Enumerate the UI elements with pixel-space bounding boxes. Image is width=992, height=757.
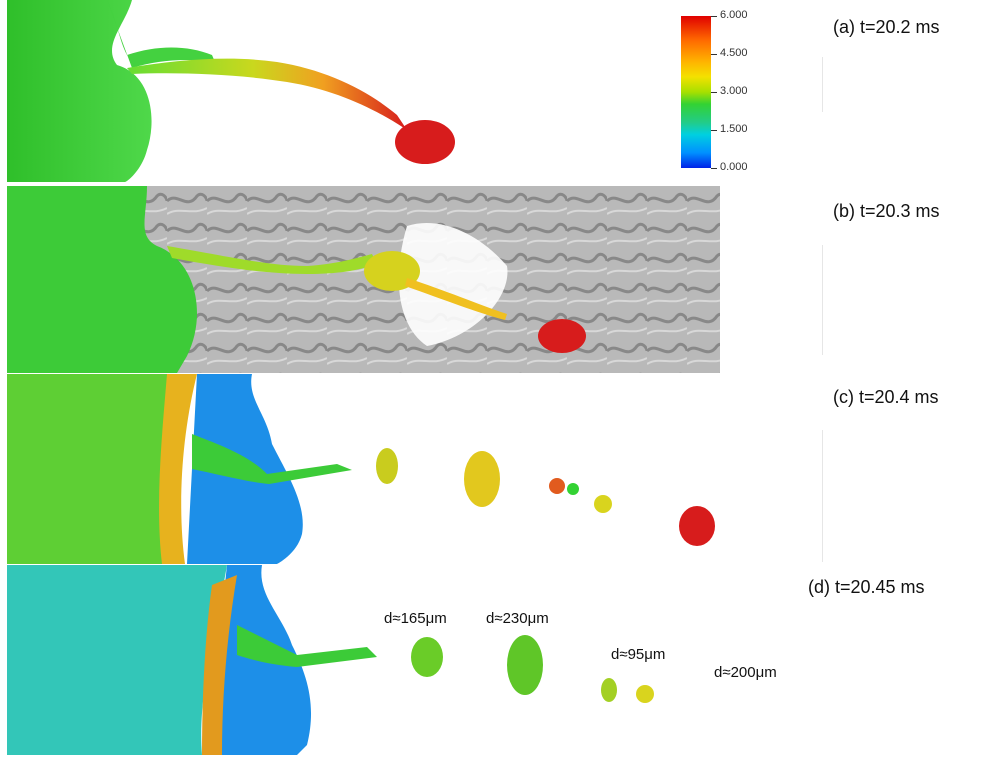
head-droplet [538, 319, 586, 353]
droplet-diameter-label: d≈165μm [384, 610, 447, 627]
drop-5 [594, 495, 612, 513]
clear-region [398, 222, 508, 346]
frame-c-panel [7, 374, 720, 564]
liquid-core [7, 565, 227, 755]
colorbar-label: 3.000 [720, 85, 748, 97]
colorbar-label: 0.000 [720, 161, 748, 173]
drop-4 [567, 483, 579, 495]
drop-2 [464, 451, 500, 507]
colorbar-tick [711, 168, 717, 169]
frame-a-render [7, 0, 455, 182]
droplet-diameter-label: d≈200μm [714, 664, 777, 681]
frame-a-label: (a) t=20.2 ms [833, 17, 940, 37]
frame-b-panel [7, 186, 720, 373]
colorbar-tick [711, 16, 717, 17]
divider [822, 57, 823, 112]
droplet-diameter-label: d≈230μm [486, 610, 549, 627]
frame-c-render [7, 374, 715, 564]
upper-arm [107, 0, 215, 68]
frame-d-panel [7, 565, 720, 755]
colorbar-label: 4.500 [720, 47, 748, 59]
neck [237, 625, 377, 667]
mid-bulge [364, 251, 420, 291]
drop-6 [679, 506, 715, 546]
colorbar-tick [711, 54, 717, 55]
neck [192, 434, 352, 484]
frame-d-label: (d) t=20.45 ms [808, 577, 925, 597]
tail [405, 278, 507, 320]
drop-2 [507, 635, 543, 695]
divider [822, 430, 823, 562]
drop-3 [601, 678, 617, 702]
colorbar-tick [711, 130, 717, 131]
drop-1 [376, 448, 398, 484]
droplet-diameter-label: d≈95μm [611, 646, 666, 663]
ligament [167, 246, 377, 274]
head-droplet [395, 120, 455, 164]
colorbar [681, 16, 711, 168]
liquid-core [7, 186, 197, 373]
divider [822, 245, 823, 355]
yellow-rim [159, 374, 197, 564]
frame-a-panel [7, 0, 720, 182]
frame-b-render [7, 186, 720, 373]
colorbar-label: 1.500 [720, 123, 748, 135]
yellow-rim [202, 575, 237, 755]
colorbar-tick [711, 92, 717, 93]
drop-1 [411, 637, 443, 677]
ligament [127, 58, 407, 130]
frame-c-label: (c) t=20.4 ms [833, 387, 939, 407]
liquid-core [7, 0, 152, 182]
drop-3 [549, 478, 565, 494]
colorbar-label: 6.000 [720, 9, 748, 21]
drop-4 [636, 685, 654, 703]
liquid-core [7, 374, 187, 564]
frame-d-render [7, 565, 654, 755]
frame-b-label: (b) t=20.3 ms [833, 201, 940, 221]
